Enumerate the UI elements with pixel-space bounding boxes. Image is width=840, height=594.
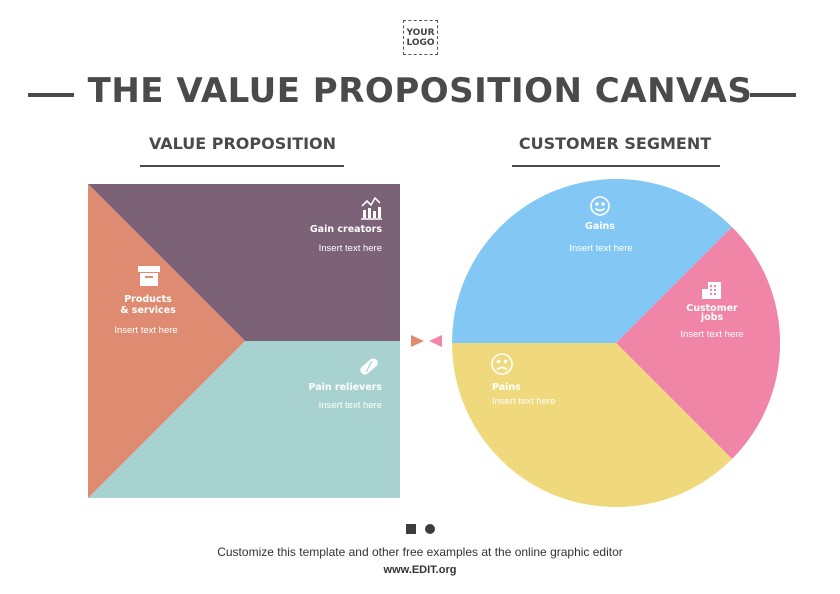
products-title-line-1: Products bbox=[124, 294, 172, 305]
footer-url: www.EDIT.org bbox=[383, 564, 457, 576]
customer-jobs-title-line-1: Customer bbox=[686, 303, 738, 314]
pains-title: Pains bbox=[492, 382, 521, 393]
logo-placeholder: YOUR LOGO bbox=[403, 20, 438, 55]
section-underline-customer-segment bbox=[512, 165, 720, 167]
building-icon bbox=[702, 282, 721, 299]
gain-creators-title: Gain creators bbox=[310, 224, 382, 235]
box-icon bbox=[138, 266, 160, 286]
title-rule-right bbox=[750, 93, 796, 97]
pagination-dots bbox=[406, 524, 435, 534]
smile-icon bbox=[590, 196, 610, 216]
page-dot-square bbox=[406, 524, 416, 534]
gain-creators-body: Insert text here bbox=[319, 243, 382, 254]
gain-creators-region bbox=[88, 184, 400, 341]
connector-arrow-right bbox=[429, 335, 442, 347]
pill-icon bbox=[360, 358, 378, 375]
pain-relievers-region bbox=[88, 341, 400, 498]
customer-jobs-region bbox=[616, 227, 781, 459]
gains-title: Gains bbox=[585, 221, 615, 232]
products-title-line-2: & services bbox=[120, 305, 176, 316]
customer-jobs-title-line-2: jobs bbox=[700, 312, 724, 323]
logo-line-1: YOUR bbox=[406, 27, 435, 38]
gains-body: Insert text here bbox=[569, 243, 632, 254]
page-title: THE VALUE PROPOSITION CANVAS bbox=[87, 71, 753, 111]
section-underline-value-proposition bbox=[140, 165, 344, 167]
pain-relievers-title: Pain relievers bbox=[308, 382, 382, 393]
pains-body: Insert text here bbox=[492, 396, 555, 407]
pains-region bbox=[452, 343, 732, 508]
chart-icon bbox=[361, 196, 382, 220]
pain-relievers-body: Insert text here bbox=[319, 400, 382, 411]
products-body: Insert text here bbox=[114, 325, 177, 336]
customer-jobs-body: Insert text here bbox=[680, 329, 743, 340]
title-rule-left bbox=[28, 93, 74, 97]
customer-profile-circle bbox=[452, 178, 781, 508]
footer-text: Customize this template and other free e… bbox=[217, 545, 623, 559]
section-title-customer-segment: CUSTOMER SEGMENT bbox=[518, 134, 712, 153]
logo-line-2: LOGO bbox=[406, 37, 435, 48]
frown-icon bbox=[491, 353, 513, 375]
page-dot-circle bbox=[425, 524, 435, 534]
connector-arrow-left bbox=[411, 335, 424, 347]
gains-region bbox=[452, 178, 732, 343]
products-services-region bbox=[88, 184, 245, 498]
section-title-value-proposition: VALUE PROPOSITION bbox=[148, 134, 337, 153]
value-map-square bbox=[88, 184, 400, 498]
